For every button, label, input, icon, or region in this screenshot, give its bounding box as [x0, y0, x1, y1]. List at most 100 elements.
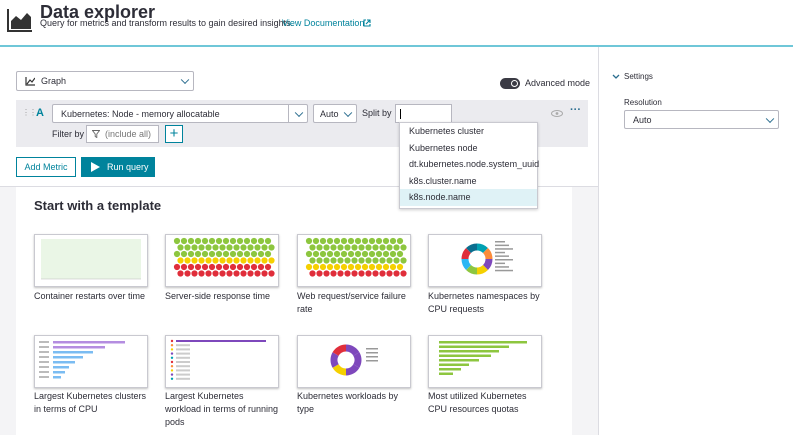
resolution-label: Resolution	[624, 98, 662, 107]
thumb-slice	[330, 352, 339, 368]
thumb-legend	[366, 348, 378, 350]
thumb-cell	[233, 244, 240, 251]
thumb-cell	[393, 244, 400, 251]
thumb-dot	[170, 365, 174, 368]
thumb-cell	[337, 244, 344, 251]
thumb-cell	[354, 237, 362, 245]
thumb-cell	[250, 263, 258, 271]
drag-handle[interactable]: ⋮⋮	[22, 108, 37, 117]
thumb-cell	[240, 257, 247, 264]
template-card[interactable]	[428, 234, 542, 287]
thumb-bar	[53, 356, 83, 359]
collapse-icon[interactable]	[612, 74, 620, 80]
thumb-bar	[176, 352, 190, 355]
template-preview	[439, 341, 527, 375]
thumb-legend	[366, 356, 378, 358]
thumb-cell	[257, 237, 265, 245]
thumb-cell	[250, 237, 258, 245]
template-label: Largest Kubernetes workload in terms of …	[165, 391, 279, 427]
split-option[interactable]: Kubernetes node	[409, 142, 478, 153]
thumb-cell	[351, 257, 358, 264]
template-card[interactable]	[297, 335, 411, 388]
thumb-cell	[184, 270, 191, 277]
thumb-cell	[177, 270, 184, 277]
thumb-legend	[495, 248, 513, 250]
visualization-select[interactable]: Graph	[16, 71, 194, 91]
template-card[interactable]	[165, 335, 279, 388]
thumb-cell	[368, 237, 376, 245]
thumb-slice	[345, 363, 360, 376]
thumb-cell	[247, 270, 254, 277]
thumb-slice	[345, 344, 360, 357]
thumb-cell	[226, 257, 233, 264]
thumb-slice	[482, 258, 493, 270]
visibility-icon[interactable]	[551, 110, 563, 117]
thumb-legend	[495, 255, 509, 257]
thumb-dot	[170, 356, 174, 359]
thumb-cell	[250, 250, 258, 258]
template-card[interactable]	[34, 234, 148, 287]
thumb-cell	[194, 250, 202, 258]
metric-select[interactable]: Kubernetes: Node - memory allocatable	[52, 104, 308, 123]
thumb-legend	[39, 361, 49, 363]
thumb-cell	[247, 257, 254, 264]
split-option[interactable]: k8s.node.name	[400, 189, 537, 206]
split-option[interactable]: Kubernetes cluster	[409, 126, 485, 136]
split-option[interactable]: dt.kubernetes.node.system_uuid	[409, 159, 540, 170]
template-card[interactable]	[34, 335, 148, 388]
thumb-legend	[39, 376, 49, 378]
run-query-button[interactable]: Run query	[81, 157, 155, 177]
template-preview	[41, 239, 141, 280]
thumb-dot	[170, 369, 174, 372]
add-filter-button[interactable]: +	[165, 125, 183, 143]
template-card[interactable]	[297, 234, 411, 287]
thumb-bar	[439, 354, 491, 357]
metric-value: Kubernetes: Node - memory allocatable	[61, 108, 220, 119]
aggregation-select[interactable]: Auto	[313, 104, 357, 123]
advanced-toggle[interactable]	[500, 78, 520, 89]
resolution-value: Auto	[633, 114, 652, 125]
thumb-cell	[229, 237, 237, 245]
thumb-legend	[39, 371, 49, 373]
thumb-cell	[323, 270, 330, 277]
thumb-cell	[198, 257, 205, 264]
thumb-cell	[396, 237, 404, 245]
template-card[interactable]	[165, 234, 279, 287]
thumb-cell	[215, 263, 223, 271]
thumb-cell	[337, 257, 344, 264]
split-by-input[interactable]	[395, 104, 452, 123]
doc-link[interactable]: View Documentation	[282, 18, 365, 28]
thumb-cell	[208, 250, 216, 258]
thumb-cell	[194, 263, 202, 271]
run-query-label: Run query	[107, 162, 149, 172]
thumb-cell	[312, 250, 320, 258]
thumb-cell	[201, 263, 209, 271]
add-metric-button[interactable]: Add Metric	[16, 157, 76, 177]
thumb-bar	[176, 365, 190, 368]
thumb-cell	[347, 263, 355, 271]
split-option[interactable]: k8s.cluster.name	[409, 175, 477, 186]
template-card[interactable]	[428, 335, 542, 388]
thumb-cell	[393, 257, 400, 264]
more-menu[interactable]: ···	[570, 104, 581, 116]
template-label: Web request/service failure rate	[297, 291, 406, 314]
split-dropdown: Kubernetes cluster Kubernetes node dt.kube…	[399, 122, 540, 209]
thumb-cell	[400, 270, 407, 277]
thumb-cell	[382, 250, 390, 258]
thumb-cell	[254, 270, 261, 277]
thumb-legend	[495, 262, 505, 265]
graph-icon	[25, 77, 35, 86]
filter-input[interactable]: (include all)	[86, 125, 159, 143]
thumb-cell	[208, 237, 216, 245]
thumb-legend	[39, 351, 49, 353]
thumb-cell	[365, 257, 372, 264]
settings-panel	[598, 47, 793, 435]
thumb-bar	[53, 371, 65, 374]
thumb-cell	[358, 270, 365, 277]
thumb-cell	[365, 270, 372, 277]
thumb-cell	[198, 270, 205, 277]
page-subtitle: Query for metrics and transform results …	[40, 18, 294, 28]
resolution-select[interactable]: Auto	[624, 110, 779, 129]
external-icon	[363, 19, 371, 27]
